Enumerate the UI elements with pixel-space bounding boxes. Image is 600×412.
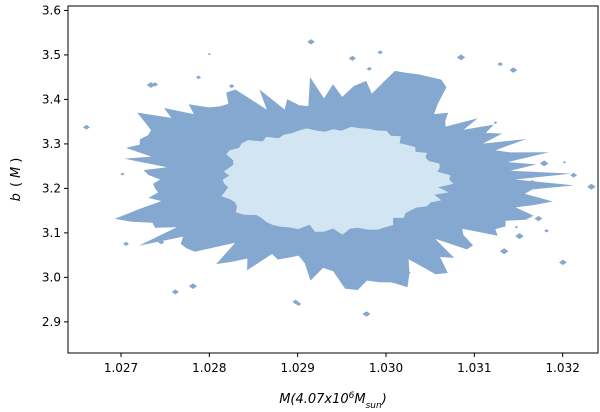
plot-frame bbox=[67, 5, 599, 354]
y-tick-label: 3.4 bbox=[42, 92, 61, 106]
contour-speck bbox=[514, 225, 519, 229]
contour-speck bbox=[348, 55, 357, 61]
contour-speck bbox=[123, 241, 130, 246]
y-tick-label: 2.9 bbox=[42, 315, 61, 329]
y-axis: 2.9 3.0 3.1 3.2 3.3 3.4 3.5 3.6 bbox=[42, 3, 68, 329]
contour-speck bbox=[295, 301, 302, 306]
contour-speck bbox=[157, 239, 165, 245]
contour-speck bbox=[562, 161, 567, 164]
y-tick-label: 3.0 bbox=[42, 270, 61, 284]
contour-speck bbox=[539, 160, 549, 167]
contour-speck bbox=[497, 62, 504, 67]
x-axis: 1.027 1.028 1.029 1.030 1.031 1.032 bbox=[104, 353, 580, 375]
contour-speck bbox=[587, 183, 596, 190]
contour-speck bbox=[544, 229, 549, 233]
x-tick-label: 1.028 bbox=[192, 361, 226, 375]
x-tick-label: 1.029 bbox=[280, 361, 314, 375]
contour-speck bbox=[570, 172, 578, 178]
y-tick-label: 3.6 bbox=[42, 3, 61, 17]
contour-speck bbox=[171, 289, 179, 295]
contour-speck bbox=[406, 271, 411, 275]
contour-speck bbox=[529, 180, 536, 184]
contour-speck bbox=[151, 82, 159, 87]
contour-speck bbox=[362, 311, 371, 317]
contour-speck bbox=[509, 67, 518, 73]
contour-speck bbox=[307, 39, 315, 45]
contour-speck bbox=[377, 50, 383, 55]
contour-speck bbox=[534, 215, 543, 222]
y-tick-label: 3.1 bbox=[42, 226, 61, 240]
y-axis-label: b(M) bbox=[9, 158, 24, 202]
x-tick-label: 1.032 bbox=[545, 361, 579, 375]
contour-inner bbox=[221, 126, 454, 235]
contour-layer bbox=[82, 39, 596, 317]
contour-speck bbox=[515, 233, 524, 240]
contour-speck bbox=[388, 277, 397, 283]
contour-speck bbox=[82, 124, 90, 130]
contour-speck bbox=[228, 84, 235, 89]
contour-speck bbox=[456, 54, 466, 61]
contour-speck bbox=[499, 248, 509, 255]
x-tick-label: 1.027 bbox=[104, 361, 138, 375]
contour-speck bbox=[146, 82, 156, 88]
contour-speck bbox=[196, 75, 202, 80]
contour-speck bbox=[366, 66, 373, 71]
contour-speck bbox=[559, 259, 567, 266]
contour-speck bbox=[493, 121, 498, 125]
contour-speck bbox=[158, 117, 163, 120]
x-tick-label: 1.030 bbox=[369, 361, 403, 375]
y-tick-label: 3.2 bbox=[42, 181, 61, 195]
x-tick-label: 1.031 bbox=[457, 361, 491, 375]
contour-speck bbox=[207, 53, 211, 56]
y-tick-label: 3.5 bbox=[42, 48, 61, 62]
x-axis-label: M(4.07x106Msun) bbox=[279, 391, 387, 411]
contour-speck bbox=[188, 283, 198, 290]
contour-speck bbox=[120, 172, 125, 176]
y-tick-label: 3.3 bbox=[42, 137, 61, 151]
